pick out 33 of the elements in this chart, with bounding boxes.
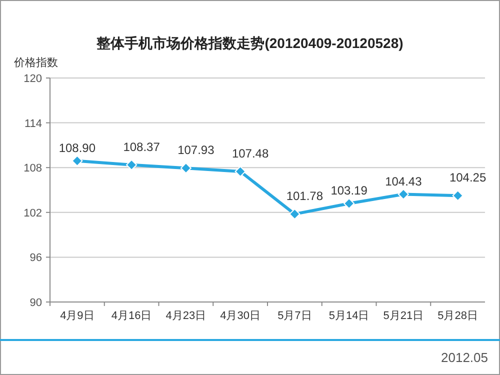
y-tick-label: 114: [24, 118, 42, 130]
data-label: 101.78: [286, 189, 324, 204]
point: [452, 190, 464, 202]
point: [180, 162, 192, 174]
point: [398, 188, 409, 200]
data-label: 108.37: [123, 140, 160, 154]
data-label: 104.43: [385, 174, 422, 188]
text: 2012.05: [441, 350, 488, 365]
x-tick-label: 4月16日: [111, 310, 152, 322]
data-label: 108.90: [58, 140, 96, 155]
point: [72, 155, 83, 166]
data-label: 104.25: [449, 170, 486, 185]
y-tick-label: 96: [30, 252, 42, 264]
x-tick-label: 5月14日: [328, 310, 370, 322]
x-tick-label: 4月30日: [220, 310, 260, 322]
x-tick-label: 5月7日: [278, 310, 312, 322]
chart-title: 整体手机市场价格指数走势(20120409-20120528): [96, 35, 404, 51]
y-tick-label: 90: [30, 297, 42, 309]
x-tick-label: 5月21日: [383, 310, 424, 322]
data-label: 103.19: [330, 184, 368, 198]
point: [234, 166, 246, 177]
x-tick-label: 4月23日: [166, 310, 206, 322]
x-tick-label: 5月28日: [438, 310, 478, 322]
point: [289, 208, 300, 220]
y-tick-label: 120: [24, 73, 42, 85]
point: [344, 198, 355, 210]
data-label: 107.48: [232, 146, 269, 160]
y-tick-label: 102: [24, 207, 42, 220]
y-tick-label: 108: [24, 162, 42, 175]
y-axis-title: 价格指数: [13, 57, 58, 69]
data-label: 107.93: [178, 143, 215, 158]
x-tick-label: 4月9日: [60, 310, 94, 322]
point: [126, 159, 138, 170]
